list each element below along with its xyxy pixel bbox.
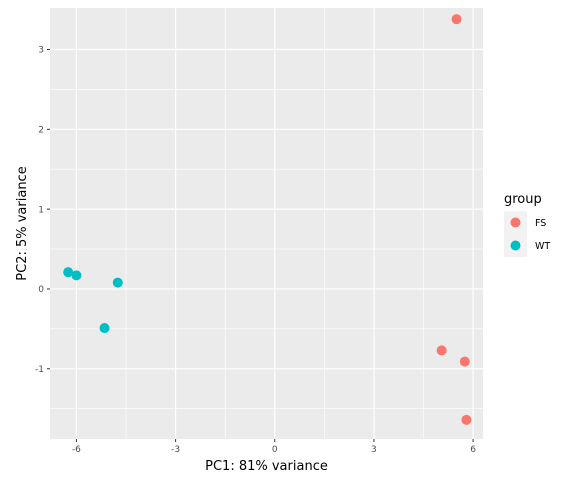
plot-panel [50,8,483,439]
data-point-wt [63,267,74,278]
legend-items: FS WT [504,211,550,257]
legend: group FS WT [504,192,550,257]
data-point-wt [71,270,82,281]
y-tick-label: -1 [35,365,44,375]
x-axis-ticks: -6 -3 0 3 6 [72,439,476,455]
data-point-fs [459,356,470,367]
major-gridlines [50,8,483,439]
y-tick-label: 0 [38,285,44,295]
data-point-fs [461,414,472,425]
legend-label-fs: FS [535,218,546,229]
legend-symbol-fs [510,217,521,228]
y-tick-label: 1 [38,205,44,215]
data-point-wt [99,323,110,334]
data-point-fs [436,345,447,356]
x-tick-label: 6 [470,445,476,455]
y-tick-label: 3 [38,46,44,56]
x-tick-label: -6 [72,445,81,455]
data-point-wt [112,277,123,288]
legend-title: group [504,192,542,207]
x-tick-label: 3 [371,445,377,455]
minor-gridlines [50,8,483,439]
legend-symbol-wt [510,240,521,251]
x-axis-title: PC1: 81% variance [205,459,328,474]
legend-label-wt: WT [535,241,550,252]
x-tick-label: 0 [272,445,278,455]
x-tick-label: -3 [171,445,180,455]
data-points [63,14,472,425]
y-tick-label: 2 [38,126,44,136]
y-axis-ticks: -1 0 1 2 3 [35,46,50,375]
y-axis-title: PC2: 5% variance [15,166,30,280]
data-point-fs [451,14,462,25]
